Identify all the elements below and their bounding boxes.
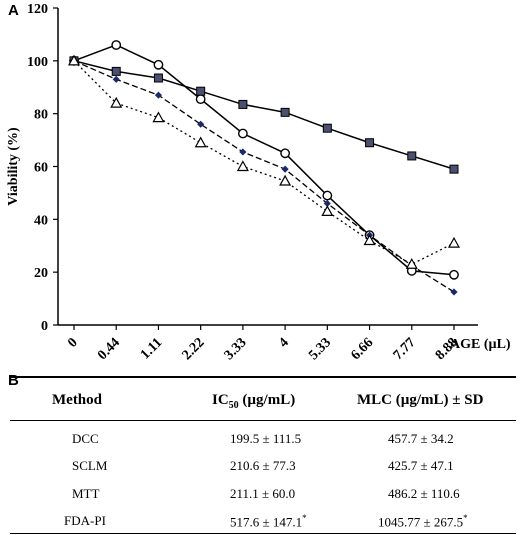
- cell-method: MTT: [72, 486, 100, 501]
- header-ic50-unit: (µg/mL): [238, 392, 296, 408]
- data-point-square: [153, 73, 163, 83]
- data-point-square: [365, 138, 375, 148]
- data-point-triangle: [110, 96, 123, 108]
- cell-ic50-value: 199.5 ± 111.5: [230, 431, 302, 446]
- data-point-triangle: [279, 174, 292, 186]
- data-point-triangle: [194, 136, 207, 148]
- header-method: Method: [52, 392, 102, 408]
- cell-mlc-value: 486.2 ± 110.6: [388, 486, 460, 501]
- cell-ic50: 210.6 ± 77.3: [230, 458, 296, 474]
- panel-b-label: B: [8, 372, 19, 389]
- data-point-square: [238, 99, 248, 109]
- data-point-diamond: [154, 91, 163, 99]
- viability-chart: 0 20 40 60 80 100 120 Viability (%) 0 0.44 1.11 2.2…: [6, 2, 511, 363]
- table-top-rule: [10, 376, 516, 378]
- data-point-triangle: [152, 111, 165, 123]
- x-tick-label: 7.77: [391, 335, 419, 363]
- panel-a-label: A: [8, 2, 19, 19]
- header-ic50-prefix: IC: [212, 392, 229, 408]
- data-point-triangle: [67, 54, 81, 66]
- data-point-triangle: [405, 258, 418, 269]
- data-point-square: [196, 86, 206, 96]
- cell-ic50-value: 210.6 ± 77.3: [230, 458, 296, 473]
- series-line-circle: [73, 44, 455, 276]
- cell-ic50-value: 517.6 ± 147.1: [230, 514, 303, 530]
- header-mlc: MLC (µg/mL) ± SD: [357, 392, 484, 408]
- x-tick-label: 0.44: [95, 335, 123, 363]
- table-header-rule: [10, 420, 516, 421]
- data-point-diamond: [281, 165, 289, 173]
- header-ic50-subscript: 50: [228, 400, 239, 411]
- data-point-square: [111, 66, 121, 76]
- x-tick-label: 4: [276, 335, 292, 351]
- data-point-circle: [237, 128, 248, 139]
- data-point-circle: [280, 148, 291, 159]
- cell-mlc: 425.7 ± 47.1: [388, 458, 454, 474]
- series-line-triangle: [73, 60, 455, 265]
- data-point-circle: [111, 40, 122, 50]
- cell-mlc-value: 1045.77 ± 267.5: [378, 514, 464, 530]
- y-tick-label: 60: [34, 161, 48, 176]
- x-tick-label: 6.66: [348, 335, 376, 363]
- data-point-circle: [322, 190, 333, 201]
- x-axis-title: AGE (µL): [450, 337, 511, 352]
- data-point-circle: [153, 59, 164, 70]
- data-point-diamond: [112, 75, 120, 83]
- cell-method: SCLM: [72, 458, 108, 473]
- data-point-triangle: [236, 160, 249, 172]
- cell-mlc: 457.7 ± 34.2: [388, 431, 454, 447]
- y-tick-label: 80: [34, 108, 48, 123]
- cell-method: FDA-PI: [64, 513, 106, 528]
- cell-mlc-significance-mark: *: [463, 513, 468, 523]
- data-point-triangle: [321, 205, 334, 217]
- y-tick-label: 0: [41, 319, 48, 334]
- data-point-circle: [195, 94, 206, 105]
- table-bottom-rule: [10, 533, 516, 534]
- cell-mlc: 486.2 ± 110.6: [388, 486, 460, 502]
- x-tick-label: 5.33: [306, 335, 334, 363]
- data-point-diamond: [197, 120, 205, 128]
- cell-ic50: 517.6 ± 147.1*: [230, 513, 307, 530]
- y-axis-title: Viability (%): [6, 127, 21, 206]
- x-tick-label: 1.11: [138, 335, 165, 362]
- x-tick-label: 2.22: [180, 335, 208, 363]
- cell-mlc-value: 457.7 ± 34.2: [388, 431, 454, 446]
- cell-mlc: 1045.77 ± 267.5*: [378, 513, 468, 530]
- header-ic50: IC50 (µg/mL): [212, 392, 295, 411]
- data-point-circle: [449, 269, 459, 280]
- data-point-square: [322, 123, 332, 133]
- cell-ic50-value: 211.1 ± 60.0: [230, 486, 296, 501]
- y-tick-label: 40: [34, 213, 48, 228]
- series-line-diamond: [73, 60, 455, 293]
- x-tick-label: 0: [65, 335, 81, 351]
- cell-ic50: 211.1 ± 60.0: [230, 486, 295, 502]
- data-point-diamond: [239, 148, 247, 156]
- y-tick-label: 120: [27, 2, 48, 17]
- y-tick-label: 20: [34, 266, 48, 281]
- series-line-square: [73, 60, 455, 170]
- cell-ic50: 199.5 ± 111.5: [230, 431, 301, 447]
- data-point-triangle: [447, 236, 461, 248]
- x-tick-label: 3.33: [222, 335, 250, 363]
- cell-mlc-value: 425.7 ± 47.1: [388, 458, 454, 473]
- cell-ic50-significance-mark: *: [302, 513, 307, 523]
- data-point-square: [449, 164, 459, 174]
- data-point-square: [280, 107, 290, 117]
- data-point-diamond: [450, 288, 458, 296]
- cell-method: DCC: [72, 431, 99, 446]
- y-tick-label: 100: [27, 55, 48, 70]
- data-point-square: [407, 151, 417, 161]
- data-point-triangle: [363, 234, 376, 246]
